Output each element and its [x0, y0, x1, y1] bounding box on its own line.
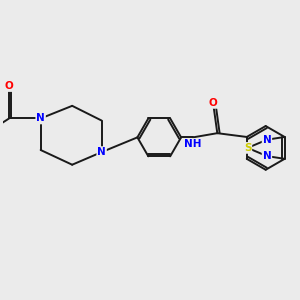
Text: NH: NH — [184, 139, 202, 149]
Text: N: N — [36, 113, 45, 124]
Text: N: N — [262, 135, 271, 145]
Text: N: N — [97, 147, 106, 157]
Text: O: O — [209, 98, 218, 108]
Text: N: N — [262, 151, 271, 161]
Text: S: S — [244, 143, 251, 153]
Text: O: O — [5, 81, 14, 91]
